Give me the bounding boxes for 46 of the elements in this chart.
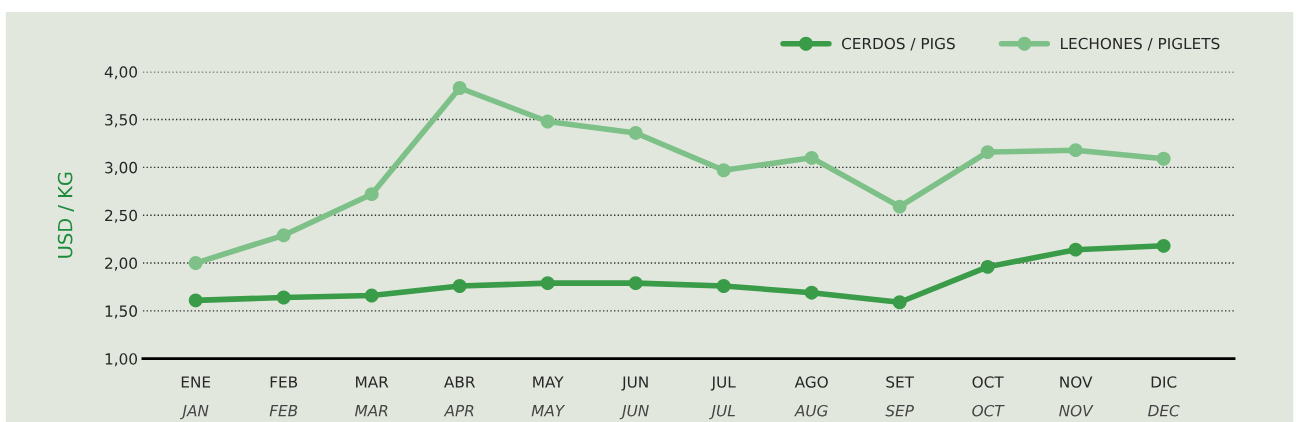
point [540,276,555,291]
point [804,285,819,300]
x-tick-label: SET SEP [885,376,915,417]
point [540,114,555,129]
y-tick-label: 2,00 [105,257,138,271]
point [364,288,379,303]
point [804,150,819,165]
x-tick-label: JUL JUL [709,376,736,420]
point [892,295,907,310]
point [628,126,643,140]
y-tick-label: 1,00 [105,353,138,367]
point [1068,242,1083,257]
point [892,199,907,214]
y-tick-label: 3,50 [105,114,138,128]
y-tick-label: 1,50 [105,305,138,319]
point [188,256,203,270]
legend-label: LECHONES / PIGLETS [1061,37,1220,51]
point [980,145,995,160]
point [276,228,291,243]
x-tick-label: DIC DEC [1148,376,1180,417]
x-tick-label: FEB FEB [269,376,298,417]
x-tick-label: NOV NOV [1059,376,1094,417]
legend-label: CERDOS / PIGS [841,37,955,51]
point [716,279,731,293]
point [628,276,643,291]
point [452,81,467,95]
point [980,259,995,274]
y-tick-label: 3,00 [105,161,138,175]
point [276,290,291,305]
point [1156,238,1171,253]
point [452,279,467,293]
point [188,293,203,308]
point [1156,151,1171,166]
x-tick-label: JUN JUN [619,376,649,420]
y-tick-label: 2,50 [105,209,138,223]
point [716,163,731,178]
x-tick-label: ENE JAN [179,376,211,420]
point [1068,143,1083,158]
y-axis-title: USD / KG [57,172,74,258]
y-tick-label: 4,00 [104,66,138,80]
x-tick-label: AGO AUG [794,376,828,417]
x-tick-label: MAR MAR [354,376,389,417]
point [364,187,379,202]
x-tick-label: MAY MAY [531,376,566,417]
x-tick-label: OCT OCT [972,376,1005,417]
x-tick-label: ABR APR [443,376,476,417]
